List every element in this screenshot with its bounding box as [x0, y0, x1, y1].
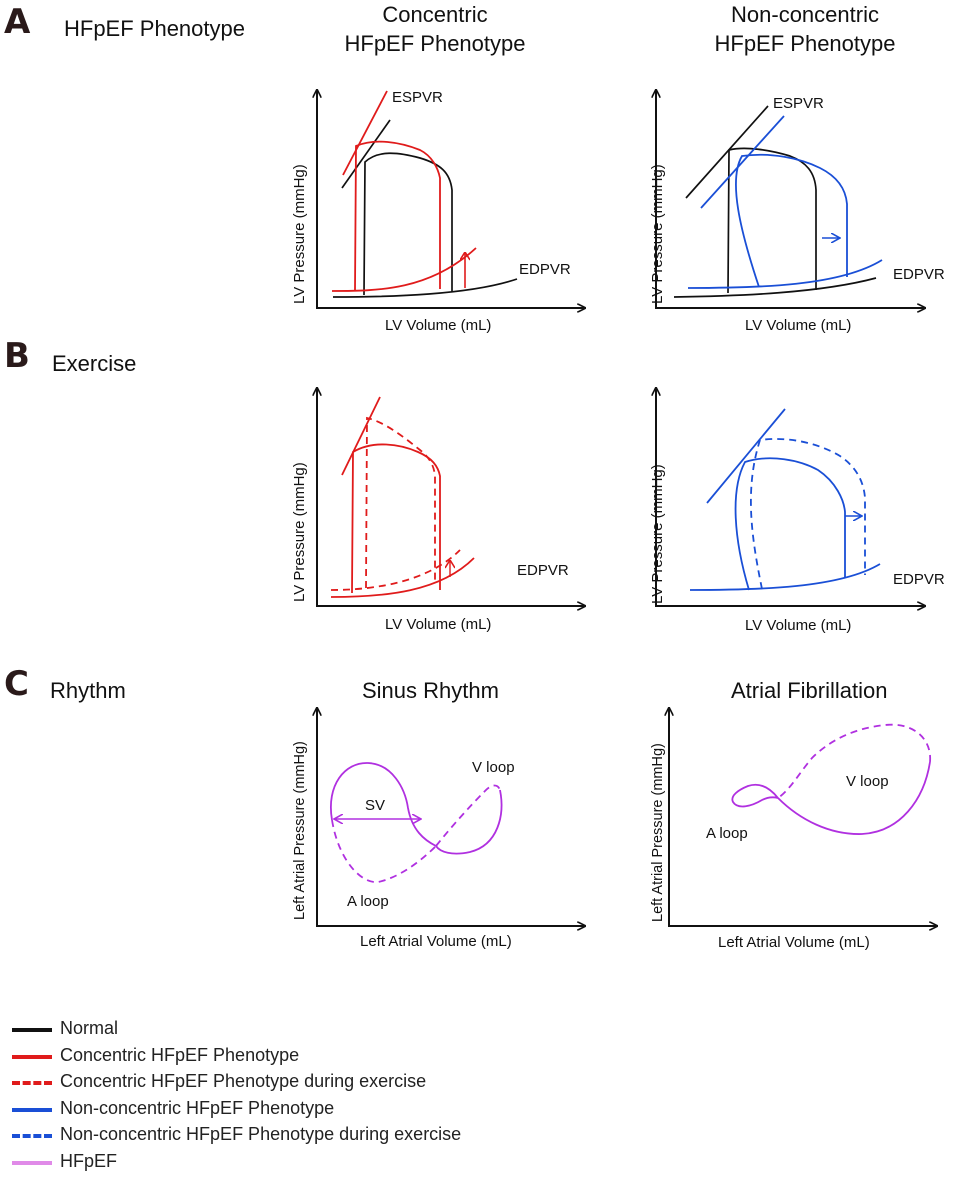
normal-espvr-a1	[341, 119, 391, 189]
col-title-nonconcentric: Non-concentric HFpEF Phenotype	[690, 0, 920, 58]
legend-item: Concentric HFpEF Phenotype during exerci…	[12, 1070, 612, 1094]
sinus-a-loop-solid	[330, 762, 437, 847]
nonconcentric-espvr-b2	[706, 408, 786, 504]
col-title-nonconcentric-line1: Non-concentric	[731, 2, 879, 27]
edpvr-label-a2: EDPVR	[893, 266, 945, 283]
panel-c-title: Rhythm	[50, 678, 126, 703]
plot-a-concentric: LV Pressure (mmHg) LV Volume (mL) ESPVR …	[291, 89, 585, 334]
concentric-edpvr-a1	[331, 247, 477, 292]
nonconcentric-espvr-a2	[700, 115, 785, 209]
a-loop-label-c2: A loop	[706, 825, 748, 842]
axes-c2	[669, 708, 937, 926]
edpvr-label-b1: EDPVR	[517, 562, 569, 579]
col-title-nonconcentric-line2: HFpEF Phenotype	[714, 31, 896, 56]
legend-swatch	[12, 1160, 52, 1165]
nonconcentric-loop-b2	[734, 457, 846, 591]
concentric-exercise-loop-b1	[365, 416, 436, 589]
col-title-concentric-line1: Concentric	[382, 2, 488, 27]
ylabel-c2: Left Atrial Pressure (mmHg)	[650, 743, 666, 922]
legend-swatch	[12, 1107, 52, 1112]
concentric-loop-b1	[351, 443, 441, 594]
v-loop-label-c2: V loop	[846, 773, 889, 790]
legend-item: Non-concentric HFpEF Phenotype	[12, 1097, 612, 1121]
plot-c-afib: Left Atrial Pressure (mmHg) Left Atrial …	[650, 708, 937, 951]
nonconcentric-edpvr-a2	[687, 259, 883, 289]
concentric-espvr-b1	[341, 396, 381, 476]
normal-espvr-a2	[685, 105, 769, 199]
panel-b-title: Exercise	[52, 351, 137, 376]
col-title-afib: Atrial Fibrillation	[731, 678, 888, 703]
col-title-sinus: Sinus Rhythm	[362, 678, 499, 703]
afib-v-loop-dashed	[777, 723, 931, 799]
axes-a1	[317, 90, 585, 308]
edpvr-label-a1: EDPVR	[519, 261, 571, 278]
legend-swatch	[12, 1134, 52, 1138]
a-loop-label-c1: A loop	[347, 893, 389, 910]
legend-swatch	[12, 1081, 52, 1085]
ylabel-a1: LV Pressure (mmHg)	[291, 164, 308, 304]
sv-label-c1: SV	[365, 797, 385, 814]
legend-item: Normal	[12, 1017, 612, 1041]
panel-a-title: HFpEF Phenotype	[64, 16, 245, 41]
ylabel-c1: Left Atrial Pressure (mmHg)	[292, 741, 308, 920]
edpvr-label-b2: EDPVR	[893, 571, 945, 588]
col-title-concentric: Concentric HFpEF Phenotype	[330, 0, 540, 58]
legend-swatch	[12, 1054, 52, 1059]
espvr-label-a1: ESPVR	[392, 89, 443, 106]
afib-a-loop-solid	[731, 783, 779, 808]
nonconcentric-loop-a2	[735, 153, 848, 288]
col-title-concentric-line2: HFpEF Phenotype	[344, 31, 526, 56]
plot-b-concentric: LV Pressure (mmHg) LV Volume (mL) EDPVR	[291, 388, 585, 633]
sinus-lower-dashed	[331, 819, 437, 883]
ylabel-b1: LV Pressure (mmHg)	[291, 462, 308, 602]
xlabel-a1: LV Volume (mL)	[385, 317, 491, 334]
axes-a2	[656, 90, 925, 308]
sinus-v-loop-dashed	[435, 784, 501, 847]
xlabel-b2: LV Volume (mL)	[745, 617, 851, 634]
panel-b-letter: B	[4, 336, 30, 376]
xlabel-c1: Left Atrial Volume (mL)	[360, 933, 512, 950]
plot-b-nonconcentric: LV Pressure (mmHg) LV Volume (mL) EDPVR	[649, 388, 945, 634]
panel-a-letter: A	[4, 2, 31, 42]
axes-c1	[317, 708, 585, 926]
panel-c-letter: C	[4, 664, 29, 704]
concentric-loop-a1	[354, 140, 441, 291]
legend-item: HFpEF	[12, 1150, 612, 1174]
xlabel-a2: LV Volume (mL)	[745, 317, 851, 334]
legend-label: Normal	[60, 1018, 119, 1038]
nonconcentric-edpvr-b2	[689, 563, 881, 591]
espvr-label-a2: ESPVR	[773, 95, 824, 112]
concentric-exercise-edpvr-b1	[330, 549, 461, 591]
concentric-edpvr-b1	[330, 557, 475, 598]
nonconcentric-exercise-loop-b2	[750, 438, 866, 590]
normal-edpvr-a1	[332, 278, 518, 298]
v-loop-label-c1: V loop	[472, 759, 515, 776]
afib-v-loop-solid	[777, 761, 931, 835]
legend-label: Non-concentric HFpEF Phenotype	[60, 1097, 335, 1118]
normal-loop-a2	[727, 147, 817, 294]
legend-swatch	[12, 1028, 52, 1032]
xlabel-c2: Left Atrial Volume (mL)	[718, 934, 870, 951]
xlabel-b1: LV Volume (mL)	[385, 616, 491, 633]
normal-loop-a1	[363, 152, 453, 296]
legend-label: Concentric HFpEF Phenotype during exerci…	[60, 1071, 427, 1091]
ylabel-a2: LV Pressure (mmHg)	[649, 164, 666, 304]
axes-b1	[317, 388, 585, 606]
sinus-v-loop-solid	[435, 789, 503, 855]
axes-b2	[656, 388, 925, 606]
legend-label: Concentric HFpEF Phenotype	[60, 1044, 300, 1065]
plot-c-sinus: Left Atrial Pressure (mmHg) Left Atrial …	[292, 708, 585, 950]
legend-label: Non-concentric HFpEF Phenotype during ex…	[60, 1124, 462, 1144]
legend-item: Non-concentric HFpEF Phenotype during ex…	[12, 1123, 612, 1147]
normal-edpvr-a2	[673, 277, 877, 298]
plot-a-nonconcentric: LV Pressure (mmHg) LV Volume (mL) ESPVR …	[649, 90, 945, 334]
ylabel-b2: LV Pressure (mmHg)	[649, 464, 666, 604]
concentric-espvr-a1	[342, 90, 388, 176]
legend-item: Concentric HFpEF Phenotype	[12, 1044, 612, 1068]
legend-label: HFpEF	[60, 1150, 118, 1171]
